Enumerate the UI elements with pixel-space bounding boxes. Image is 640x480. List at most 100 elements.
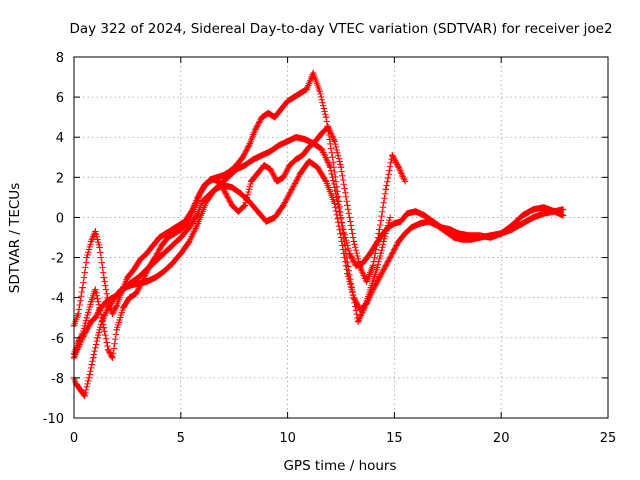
data-point: [290, 93, 298, 101]
data-point: [81, 392, 88, 400]
y-tick-label: 0: [56, 211, 64, 226]
data-point: [94, 334, 101, 341]
y-tick-label: -4: [51, 292, 64, 307]
data-point: [177, 234, 184, 241]
data-point: [292, 156, 300, 163]
data-point: [90, 354, 97, 362]
data-point: [241, 162, 249, 169]
data-point: [286, 162, 293, 169]
data-point: [228, 202, 236, 209]
data-point: [354, 318, 362, 325]
data-point: [395, 238, 402, 245]
data-point: [83, 314, 91, 321]
data-point: [337, 234, 345, 241]
data-point: [113, 326, 120, 333]
data-point: [126, 282, 133, 289]
data-point: [119, 304, 127, 311]
x-tick-label: 10: [279, 431, 296, 446]
data-point: [235, 208, 242, 215]
data-point: [395, 164, 402, 171]
data-point: [196, 190, 204, 197]
data-point: [184, 220, 191, 227]
y-tick-label: -2: [51, 252, 64, 267]
data-point: [421, 212, 428, 219]
y-tick-label: 8: [56, 51, 64, 66]
data-point: [284, 97, 291, 105]
data-point: [79, 284, 86, 291]
x-tick-label: 5: [177, 431, 185, 446]
series-track-d: [70, 123, 409, 362]
data-point: [260, 162, 268, 169]
data-point: [540, 204, 548, 211]
data-point: [203, 198, 210, 205]
data-point: [299, 152, 306, 159]
data-point: [226, 168, 234, 175]
x-tick-label: 15: [386, 431, 403, 446]
data-point: [401, 230, 409, 237]
plot-frame: [73, 56, 609, 419]
data-point: [451, 234, 458, 241]
data-point: [498, 230, 505, 237]
x-tick-label: 0: [70, 431, 78, 446]
data-point: [83, 254, 91, 261]
data-point: [267, 166, 274, 173]
data-point: [252, 126, 259, 133]
data-point: [391, 220, 398, 227]
data-point: [288, 186, 296, 193]
data-point: [280, 202, 287, 209]
data-point: [134, 274, 142, 281]
y-axis-label: SDTVAR / TECUs: [7, 183, 23, 293]
data-point: [487, 232, 494, 239]
data-point: [79, 330, 86, 337]
data-point: [280, 174, 287, 181]
data-point: [344, 202, 351, 209]
data-point: [254, 208, 261, 215]
data-point: [476, 234, 484, 241]
y-tick-label: -10: [43, 412, 64, 427]
data-point: [194, 220, 202, 227]
data-point: [96, 244, 103, 251]
data-point: [87, 318, 95, 325]
data-point: [241, 202, 249, 209]
data-point: [352, 262, 360, 269]
data-point: [237, 190, 244, 197]
tick-labels: 0 5 10 15 20 25 -10 -8 -6 -4 -2 0 2 4 6 8: [43, 51, 617, 446]
data-point: [519, 220, 526, 227]
data-point: [401, 178, 409, 185]
data-point: [87, 238, 95, 245]
data-point: [258, 113, 266, 121]
data-point: [389, 250, 396, 257]
data-point: [233, 162, 240, 169]
data-point: [228, 184, 236, 191]
data-point: [519, 212, 526, 219]
data-point: [350, 238, 358, 245]
data-point: [303, 85, 311, 93]
data-point: [171, 230, 178, 237]
data-point: [265, 109, 272, 117]
data-point: [117, 290, 125, 297]
data-point: [404, 210, 411, 217]
data-point: [359, 260, 366, 267]
data-point: [382, 262, 390, 269]
data-point: [433, 222, 441, 229]
data-point: [337, 164, 345, 171]
data-point: [145, 264, 152, 271]
data-point: [361, 304, 368, 311]
data-point: [169, 242, 176, 249]
data-point: [442, 228, 449, 235]
data-point: [367, 284, 375, 291]
data-point: [459, 236, 466, 243]
data-point: [109, 310, 116, 317]
data-point: [85, 374, 93, 382]
data-point: [158, 242, 165, 249]
chart-title: Day 322 of 2024, Sidereal Day-to-day VTE…: [69, 21, 612, 37]
data-point: [75, 310, 82, 317]
data-point: [83, 326, 91, 333]
data-point: [160, 268, 167, 275]
data-point: [284, 138, 291, 145]
data-point: [177, 250, 184, 257]
data-point: [258, 152, 266, 159]
data-point: [376, 226, 383, 233]
data-point: [318, 130, 325, 137]
